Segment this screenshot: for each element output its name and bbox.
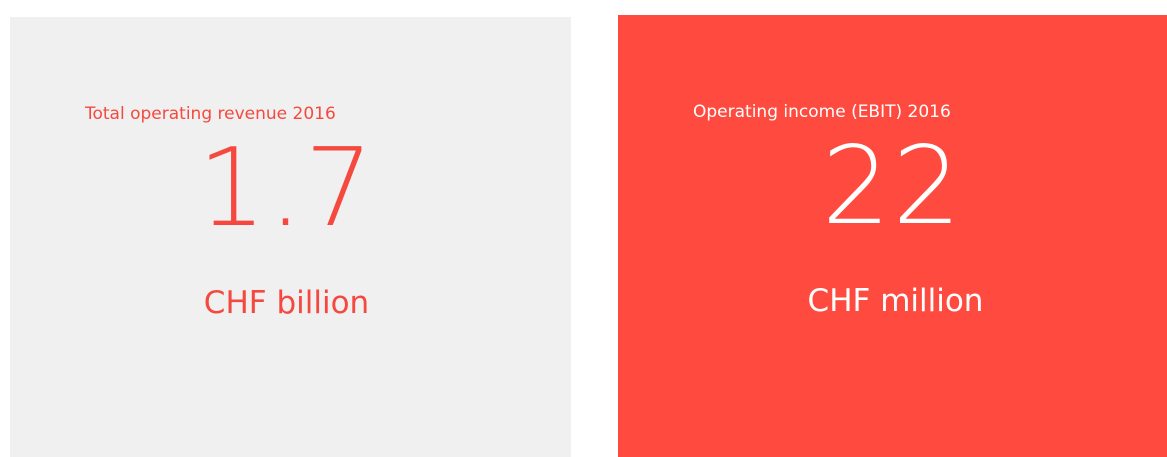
- kpi-label: Total operating revenue 2016: [85, 104, 336, 124]
- kpi-card: Total operating revenue 2016 1.7 CHF bil…: [10, 17, 571, 457]
- kpi-unit: CHF million: [807, 283, 984, 319]
- kpi-unit: CHF billion: [203, 285, 370, 321]
- kpi-label: Operating income (EBIT) 2016: [693, 102, 951, 122]
- kpi-card: Operating income (EBIT) 2016 22 CHF mill…: [618, 15, 1167, 457]
- kpi-value: 1.7: [197, 126, 376, 251]
- kpi-value: 22: [821, 124, 964, 249]
